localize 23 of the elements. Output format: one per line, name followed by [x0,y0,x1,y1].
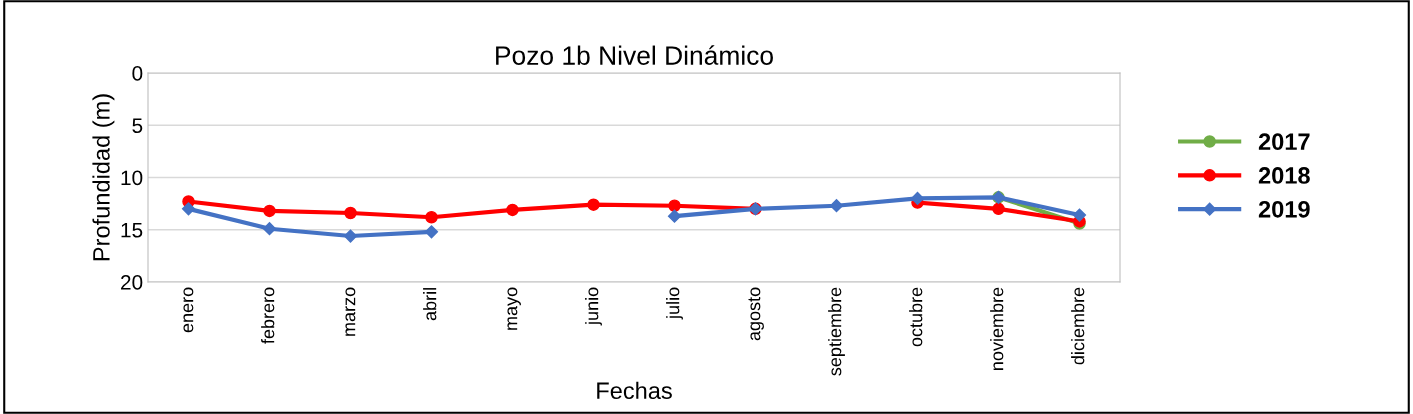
x-tick-label: febrero [261,287,275,344]
x-tick-label: noviembre [990,287,1004,370]
x-tick-label: junio [585,287,602,326]
chart-title: Pozo 1b Nivel Dinámico [496,45,773,65]
x-tick-label: diciembre [1071,287,1085,365]
x-tick-label: octubre [909,287,923,347]
legend-label: 2017 [1258,133,1310,151]
legend-label: 2018 [1258,167,1310,184]
x-tick-label: enero [183,287,194,333]
legend-label: 2019 [1258,200,1310,218]
y-tick-label: 5 [132,118,143,133]
x-tick-label: abril [423,288,437,321]
y-tick-label: 20 [121,275,143,290]
y-tick-label: 15 [121,222,143,238]
y-axis-title: Profundidad (m) [92,94,115,261]
x-tick-label: septiembre [828,287,845,376]
x-tick-label: julio [666,287,683,320]
x-tick-label: mayo [507,287,521,330]
x-tick-label: marzo [345,287,356,336]
x-tick-label: agosto [748,287,764,341]
y-tick-label: 10 [121,170,143,186]
x-axis-title: Fechas [597,381,672,400]
y-tick-label: 0 [132,66,143,81]
